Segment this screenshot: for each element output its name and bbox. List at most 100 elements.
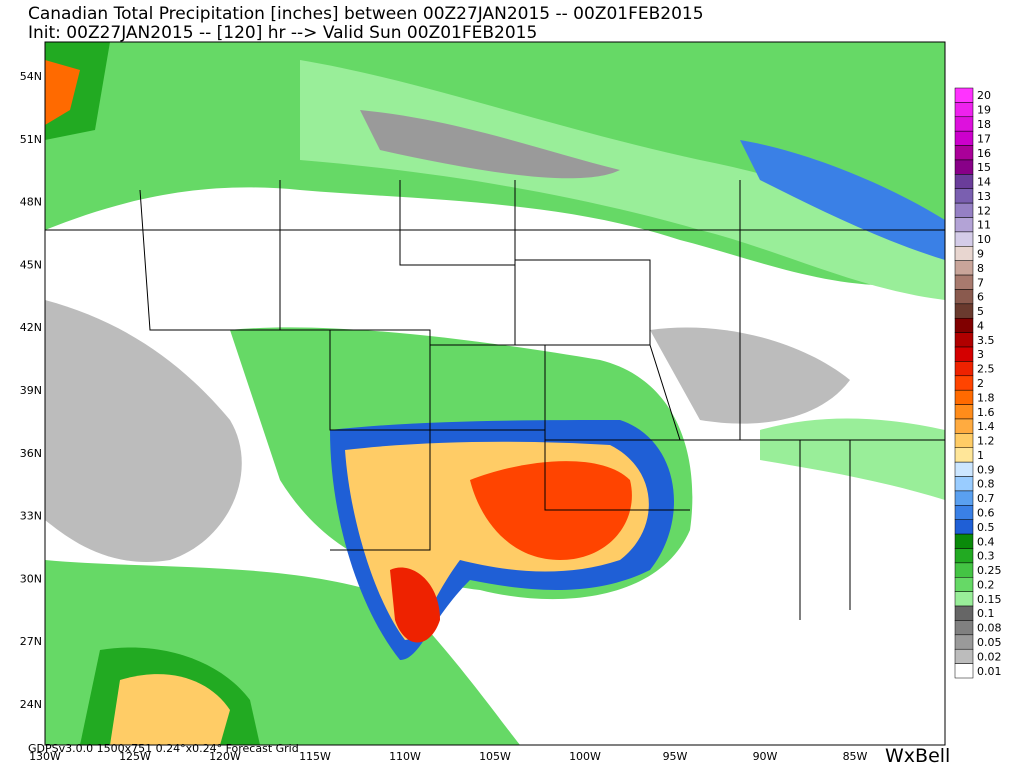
- legend-label: 0.4: [977, 535, 995, 548]
- lat-label: 51N: [20, 133, 42, 146]
- legend-swatch: [954, 116, 974, 132]
- lat-label: 27N: [20, 635, 42, 648]
- legend-label: 7: [977, 276, 984, 289]
- lon-label: 85W: [843, 750, 868, 763]
- map-frame: [44, 41, 946, 746]
- legend-label: 9: [977, 247, 984, 260]
- legend-swatch: [954, 404, 974, 420]
- lon-label: 100W: [569, 750, 601, 763]
- legend-swatch: [954, 289, 974, 305]
- legend-label: 15: [977, 161, 991, 174]
- legend-label: 3: [977, 348, 984, 361]
- legend-swatch: [954, 519, 974, 535]
- lat-label: 24N: [20, 698, 42, 711]
- legend-label: 0.15: [977, 593, 1002, 606]
- grid-info: GDPSv3.0.0 1500x751 0.24°x0.24° Forecast…: [28, 742, 299, 755]
- legend-swatch: [954, 361, 974, 377]
- legend-label: 0.9: [977, 463, 995, 476]
- lon-label: 125W: [119, 750, 151, 763]
- legend-swatch: [954, 663, 974, 679]
- legend-swatch: [954, 188, 974, 204]
- lon-label: 110W: [389, 750, 421, 763]
- lat-label: 54N: [20, 70, 42, 83]
- title: Canadian Total Precipitation [inches] be…: [28, 4, 704, 24]
- legend-label: 3.5: [977, 334, 995, 347]
- legend-label: 14: [977, 176, 991, 189]
- legend-swatch: [954, 217, 974, 233]
- lon-label: 115W: [299, 750, 331, 763]
- lat-label: 42N: [20, 321, 42, 334]
- lon-label: 130W: [29, 750, 61, 763]
- legend-label: 0.6: [977, 507, 995, 520]
- legend-label: 0.7: [977, 492, 995, 505]
- legend-swatch: [954, 476, 974, 492]
- legend-swatch: [954, 375, 974, 391]
- lat-label: 30N: [20, 572, 42, 585]
- lon-label: 90W: [753, 750, 778, 763]
- lat-label: 39N: [20, 384, 42, 397]
- legend-label: 10: [977, 233, 991, 246]
- legend-swatch: [954, 562, 974, 578]
- legend-swatch: [954, 303, 974, 319]
- legend-label: 2.5: [977, 363, 995, 376]
- legend-label: 19: [977, 104, 991, 117]
- legend-swatch: [954, 332, 974, 348]
- legend-label: 16: [977, 147, 991, 160]
- legend-swatch: [954, 389, 974, 405]
- legend-label: 20: [977, 89, 991, 102]
- legend-label: 1.8: [977, 391, 995, 404]
- legend-label: 0.3: [977, 550, 995, 563]
- legend-label: 1: [977, 449, 984, 462]
- legend-label: 11: [977, 219, 991, 232]
- legend-label: 0.02: [977, 650, 1002, 663]
- legend-label: 0.8: [977, 478, 995, 491]
- legend-swatch: [954, 246, 974, 261]
- legend-swatch: [954, 591, 974, 607]
- lon-label: 95W: [663, 750, 688, 763]
- legend-swatch: [954, 533, 974, 549]
- legend-label: 1.2: [977, 435, 995, 448]
- legend-label: 4: [977, 319, 984, 332]
- legend-label: 0.08: [977, 622, 1002, 635]
- legend-swatch: [954, 605, 974, 621]
- legend-swatch: [954, 634, 974, 650]
- legend-swatch: [954, 346, 974, 362]
- legend-swatch: [954, 130, 974, 146]
- legend-swatch: [954, 447, 974, 463]
- lat-label: 45N: [20, 258, 42, 271]
- lon-label: 105W: [479, 750, 511, 763]
- legend-label: 2: [977, 377, 984, 390]
- legend-label: 0.05: [977, 636, 1002, 649]
- legend-swatch: [954, 174, 974, 189]
- lat-label: 33N: [20, 510, 42, 523]
- legend-swatch: [954, 418, 974, 434]
- legend-swatch: [954, 620, 974, 636]
- lat-label: 48N: [20, 196, 42, 209]
- legend-label: 0.1: [977, 607, 995, 620]
- legend-label: 6: [977, 291, 984, 304]
- legend-swatch: [954, 317, 974, 333]
- lon-label: 120W: [209, 750, 241, 763]
- legend-label: 0.25: [977, 564, 1002, 577]
- legend-label: 17: [977, 132, 991, 145]
- legend-label: 0.01: [977, 665, 1002, 678]
- legend-swatch: [954, 433, 974, 449]
- legend-swatch: [954, 202, 974, 218]
- legend-swatch: [954, 260, 974, 276]
- lat-label: 36N: [20, 447, 42, 460]
- subtitle: Init: 00Z27JAN2015 -- [120] hr --> Valid…: [28, 23, 537, 43]
- logo: WxBell: [885, 745, 950, 767]
- legend-swatch: [954, 548, 974, 564]
- precip-field: [45, 42, 945, 745]
- legend-label: 0.2: [977, 578, 995, 591]
- legend-swatch: [954, 87, 974, 103]
- legend-label: 1.6: [977, 406, 995, 419]
- legend-swatch: [954, 490, 974, 506]
- legend-label: 13: [977, 190, 991, 203]
- legend-swatch: [954, 274, 974, 290]
- legend-swatch: [954, 505, 974, 520]
- legend-swatch: [954, 102, 974, 118]
